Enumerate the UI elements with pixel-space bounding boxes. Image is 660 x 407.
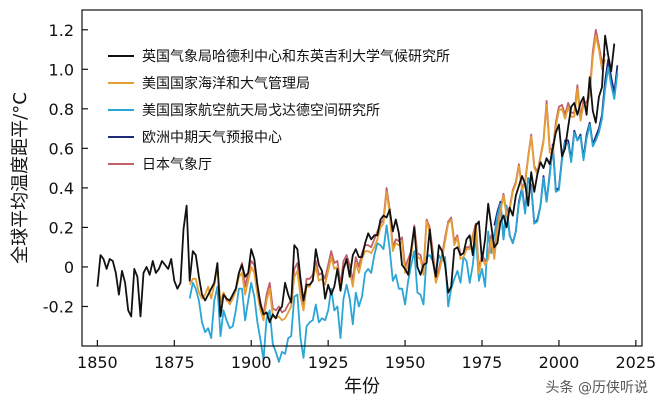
legend-label: 英国气象局哈德利中心和东英吉利大学气候研究所	[142, 48, 450, 65]
x-tick-label: 2025	[615, 353, 656, 372]
series-line-2	[188, 34, 606, 322]
x-tick-label: 1875	[154, 353, 195, 372]
x-tick-label: 1850	[77, 353, 118, 372]
y-axis-title: 全球平均温度距平/°C	[10, 92, 31, 264]
x-axis-title: 年份	[344, 376, 380, 397]
y-tick-label: 0.2	[49, 218, 74, 237]
x-tick-label: 1950	[385, 353, 426, 372]
legend-label: 美国国家航空航天局戈达德空间研究所	[142, 102, 380, 119]
y-tick-label: 0	[64, 258, 74, 277]
legend-label: 欧洲中期天气预报中心	[142, 130, 282, 146]
y-axis: -0.2 0 0.2 0.4 0.6 0.8 1.0 1.2	[43, 21, 88, 316]
watermark: 头条 @历侠听说	[545, 380, 648, 396]
x-tick-label: 1925	[308, 353, 349, 372]
series-line-3	[188, 66, 619, 363]
legend-label: 日本气象厅	[142, 157, 212, 173]
x-tick-label: 1900	[231, 353, 272, 372]
y-tick-label: 1.0	[49, 60, 74, 79]
series-line-1	[96, 34, 616, 324]
y-tick-label: 0.8	[49, 100, 74, 119]
plot-frame	[81, 9, 643, 347]
legend-label: 美国国家海洋和大气管理局	[142, 75, 310, 92]
x-tick-label: 2000	[539, 353, 580, 372]
x-axis: 1850 1875 1900 1925 1950 1975 2000 2025	[77, 340, 656, 372]
series-line-5	[222, 28, 606, 316]
y-tick-label: 0.4	[49, 179, 74, 198]
y-tick-label: -0.2	[43, 297, 74, 316]
y-tick-label: 0.6	[49, 139, 74, 158]
series-layer	[96, 28, 619, 363]
y-tick-label: 1.2	[49, 21, 74, 40]
legend: 英国气象局哈德利中心和东英吉利大学气候研究所美国国家海洋和大气管理局美国国家航空…	[108, 48, 450, 173]
x-tick-label: 1975	[462, 353, 503, 372]
